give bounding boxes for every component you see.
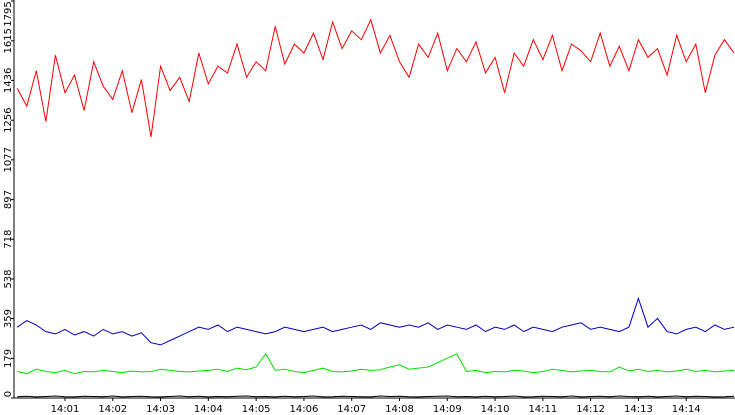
x-tick-label: 14:02: [98, 404, 127, 415]
x-tick-label: 14:01: [51, 404, 80, 415]
x-tick-label: 14:08: [385, 404, 414, 415]
y-tick-label: 1077: [3, 147, 14, 172]
y-tick-label: 0: [3, 391, 14, 397]
x-tick-label: 14:06: [290, 404, 319, 415]
x-tick-label: 14:03: [146, 404, 175, 415]
series-line: [17, 352, 735, 375]
y-tick-label: 718: [3, 230, 14, 249]
x-tick-label: 14:05: [242, 404, 271, 415]
y-tick-label: 538: [3, 269, 14, 288]
x-tick-label: 14:04: [194, 404, 223, 415]
y-tick-label: 359: [3, 309, 14, 328]
x-tick-label: 14:12: [576, 404, 605, 415]
x-tick-label: 14:14: [672, 404, 701, 415]
series-line: [16, 18, 735, 138]
x-tick-label: 14:13: [624, 404, 653, 415]
y-tick-label: 1615: [3, 28, 14, 53]
x-tick-label: 14:10: [481, 404, 510, 415]
y-tick-label: 179: [3, 349, 14, 368]
y-tick-label: 1795: [3, 1, 14, 26]
x-tick-label: 14:09: [433, 404, 462, 415]
y-tick-label: 1436: [3, 68, 14, 93]
y-tick-label: 897: [3, 190, 14, 209]
series-line: [17, 395, 735, 398]
x-tick-label: 14:11: [528, 404, 557, 415]
series-line: [16, 296, 735, 346]
x-tick-label: 14:07: [337, 404, 366, 415]
y-tick-label: 1256: [3, 107, 14, 132]
